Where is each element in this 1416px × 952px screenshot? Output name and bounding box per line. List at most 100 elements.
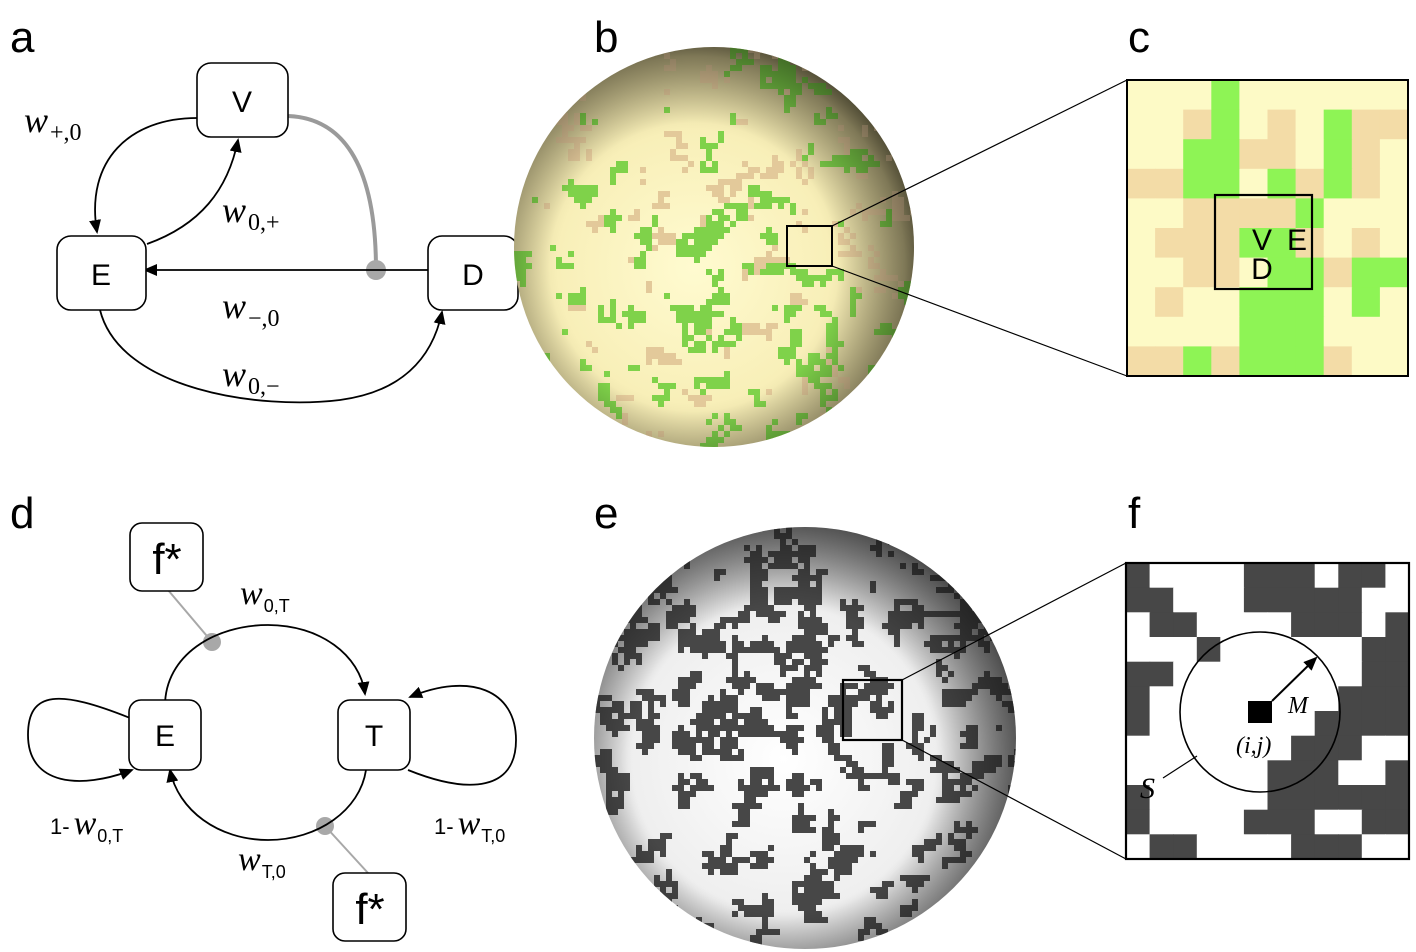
grid-f-cell bbox=[1385, 834, 1409, 859]
node-v bbox=[196, 62, 289, 138]
sphere-e-cell bbox=[1014, 875, 1016, 881]
sphere-e-cell bbox=[978, 587, 984, 593]
sphere-b-cell bbox=[574, 71, 580, 77]
sphere-b-cell bbox=[790, 47, 796, 53]
sphere-e-cell bbox=[1008, 653, 1014, 659]
sphere-e-cell bbox=[1008, 827, 1014, 833]
grid-c-cell bbox=[1379, 80, 1408, 111]
sphere-e-cell bbox=[978, 917, 984, 923]
sphere-b-cell bbox=[514, 377, 520, 383]
sphere-e-cell bbox=[672, 545, 678, 551]
grid-f-cell bbox=[1126, 686, 1151, 712]
sphere-b-cell bbox=[838, 413, 844, 419]
grid-c-cell bbox=[1295, 109, 1325, 140]
sphere-e-cell bbox=[594, 545, 600, 551]
grid-f-cell bbox=[1196, 711, 1221, 737]
sphere-b-cell bbox=[796, 47, 802, 53]
sphere-e-cell bbox=[606, 551, 612, 557]
sphere-e-cell bbox=[1014, 761, 1016, 767]
grid-c-cell bbox=[1155, 257, 1184, 288]
edge-e-to-d bbox=[99, 309, 446, 404]
sphere-e-cell bbox=[918, 941, 924, 947]
sphere-b-cell bbox=[868, 443, 874, 447]
sphere-e-cell bbox=[1014, 575, 1016, 581]
grid-f-cell bbox=[1126, 809, 1151, 835]
sphere-e-cell bbox=[648, 941, 654, 947]
grid-f-cell bbox=[1267, 760, 1292, 786]
sphere-e-cell bbox=[864, 941, 870, 947]
panel-b-sphere bbox=[514, 47, 1128, 447]
sphere-e-cell bbox=[1014, 905, 1016, 911]
sphere-e-cell bbox=[678, 533, 684, 539]
sphere-e-cell bbox=[606, 641, 612, 647]
sphere-b-cell bbox=[910, 437, 914, 443]
sphere-b-cell bbox=[910, 77, 914, 83]
sphere-b-cell bbox=[904, 407, 910, 413]
sphere-b-cell bbox=[562, 71, 568, 77]
sphere-e-cell bbox=[600, 917, 606, 923]
grid-f-cell bbox=[1126, 563, 1151, 589]
sphere-e-cell bbox=[1008, 881, 1014, 887]
sphere-b-cell bbox=[880, 443, 886, 447]
sphere-e-cell bbox=[978, 563, 984, 569]
grid-f-cell bbox=[1243, 563, 1269, 589]
sphere-e-cell bbox=[966, 929, 972, 935]
sphere-e-cell bbox=[948, 533, 954, 539]
sphere-e-cell bbox=[990, 599, 996, 605]
sphere-e-cell bbox=[600, 905, 606, 911]
sphere-b-cell bbox=[856, 83, 862, 89]
sphere-e-cell bbox=[930, 539, 936, 545]
grid-f-cell bbox=[1173, 587, 1198, 613]
sphere-e-cell bbox=[936, 929, 942, 935]
sphere-e-cell bbox=[618, 947, 624, 949]
grid-f-cell bbox=[1126, 735, 1151, 761]
sphere-e-cell bbox=[1014, 893, 1016, 899]
sphere-b-cell bbox=[574, 53, 580, 59]
sphere-b-cell bbox=[514, 107, 520, 113]
sphere-e-cell bbox=[1014, 629, 1016, 635]
sphere-e-cell bbox=[936, 935, 942, 941]
grid-c-cell bbox=[1323, 228, 1353, 259]
sphere-b-cell bbox=[898, 71, 904, 77]
grid-c-cell bbox=[1351, 168, 1381, 199]
sphere-e-cell bbox=[678, 527, 684, 533]
sphere-b-cell bbox=[580, 77, 586, 83]
sphere-b-cell bbox=[550, 47, 556, 53]
sphere-e-cell bbox=[1014, 899, 1016, 905]
sphere-e-cell bbox=[864, 947, 870, 949]
sphere-b-cell bbox=[826, 431, 832, 437]
sphere-b-cell bbox=[904, 443, 910, 447]
sphere-b-cell bbox=[544, 365, 550, 371]
grid-c-cell bbox=[1211, 346, 1240, 376]
grid-f-cell bbox=[1196, 785, 1221, 811]
sphere-e-cell bbox=[978, 593, 984, 599]
grid-f-cell bbox=[1314, 809, 1339, 835]
sphere-b-cell bbox=[910, 413, 914, 419]
grid-f-cell bbox=[1173, 760, 1198, 786]
grid-f-cell bbox=[1338, 711, 1363, 737]
sphere-e-cell bbox=[672, 527, 678, 533]
sphere-e-cell bbox=[624, 857, 630, 863]
sphere-e-cell bbox=[942, 923, 948, 929]
sphere-e-cell bbox=[654, 545, 660, 551]
sphere-e-cell bbox=[942, 941, 948, 947]
grid-f-cells bbox=[1126, 563, 1409, 859]
grid-f-cell bbox=[1196, 587, 1221, 613]
grid-f-cell bbox=[1149, 711, 1174, 737]
sphere-b-cell bbox=[826, 419, 832, 425]
sphere-e-cell bbox=[996, 869, 1002, 875]
sphere-b-cell bbox=[784, 53, 790, 59]
sphere-b-cell bbox=[880, 401, 886, 407]
sphere-e-cell bbox=[984, 929, 990, 935]
sphere-e-cell bbox=[594, 599, 600, 605]
grid-f-cell bbox=[1338, 661, 1363, 687]
grid-f-cell bbox=[1267, 563, 1292, 589]
sphere-e-cell bbox=[678, 557, 684, 563]
grid-c-cell bbox=[1211, 287, 1240, 318]
grid-f-cell bbox=[1126, 834, 1151, 859]
sphere-b-cell bbox=[874, 365, 880, 371]
sphere-e-cell bbox=[876, 533, 882, 539]
grid-f-cell bbox=[1243, 735, 1269, 761]
sphere-e-cell bbox=[936, 539, 942, 545]
sphere-b-cell bbox=[904, 71, 910, 77]
